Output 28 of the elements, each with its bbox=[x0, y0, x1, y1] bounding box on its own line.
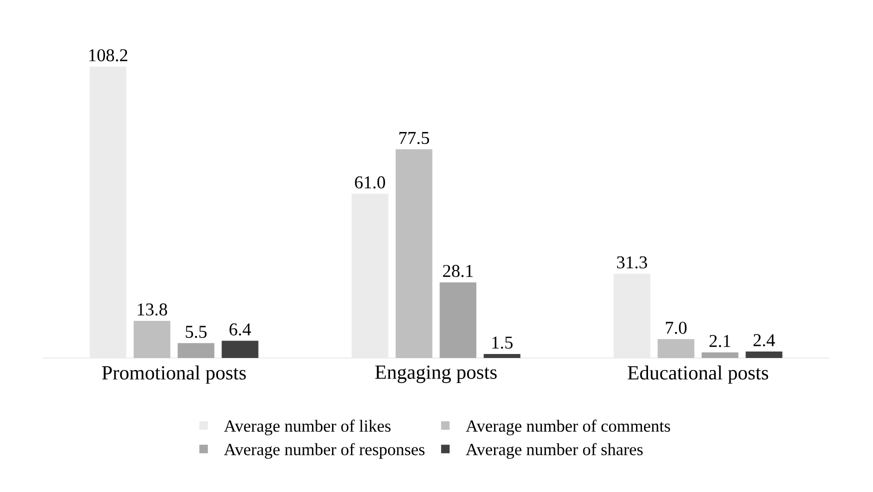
data-label: 108.2 bbox=[89, 49, 128, 62]
data-label: 28.1 bbox=[443, 264, 473, 278]
bar bbox=[746, 352, 782, 358]
legend-label: Average number of responses bbox=[224, 443, 424, 459]
data-label: 77.5 bbox=[399, 132, 430, 144]
data-label: 7.0 bbox=[666, 322, 687, 334]
legend-label: Average number of likes bbox=[224, 420, 391, 436]
data-label: 5.5 bbox=[186, 326, 207, 338]
x-tick-label: Engaging posts bbox=[375, 366, 497, 384]
x-tick-label: Promotional posts bbox=[102, 366, 246, 384]
data-label: 31.3 bbox=[617, 256, 648, 268]
data-label: 61.0 bbox=[355, 176, 386, 189]
bar bbox=[484, 354, 520, 358]
bar bbox=[222, 340, 258, 358]
legend-label: Average number of shares bbox=[466, 443, 643, 459]
x-tick-label: Educational posts bbox=[628, 366, 768, 384]
bar bbox=[134, 320, 170, 358]
bar bbox=[440, 282, 476, 358]
legend-label: Average number of comments bbox=[466, 420, 670, 436]
bar bbox=[396, 149, 432, 358]
data-label: 1.5 bbox=[492, 336, 513, 349]
data-label: 13.8 bbox=[138, 303, 168, 316]
data-label: 2.4 bbox=[754, 334, 775, 346]
bar bbox=[702, 352, 738, 358]
bar bbox=[178, 343, 214, 358]
bar bbox=[658, 339, 694, 358]
data-label: 6.4 bbox=[230, 323, 251, 336]
data-label: 2.1 bbox=[710, 334, 730, 348]
